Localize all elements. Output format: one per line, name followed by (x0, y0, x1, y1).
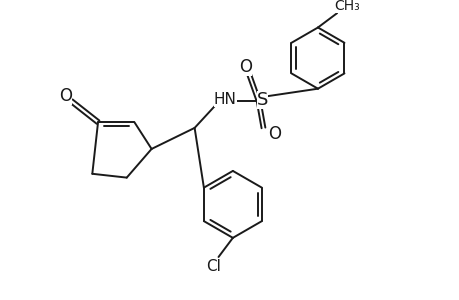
Text: O: O (268, 124, 281, 142)
Text: HN: HN (213, 92, 236, 107)
Text: O: O (59, 87, 72, 105)
Text: CH₃: CH₃ (333, 0, 359, 13)
Text: Cl: Cl (206, 259, 221, 274)
Text: O: O (238, 58, 251, 76)
Text: S: S (256, 91, 268, 109)
